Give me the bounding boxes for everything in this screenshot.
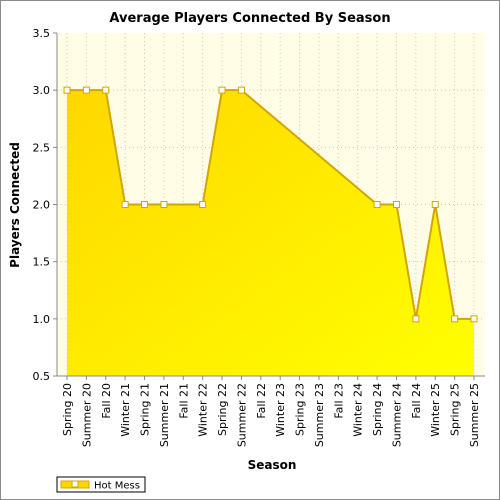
x-tick-label: Summer 23 <box>313 383 326 447</box>
y-axis-ticks: 0.5 1.0 1.5 2.0 2.5 3.0 3.5 <box>33 27 57 383</box>
x-tick-label: Summer 25 <box>468 383 481 447</box>
data-point-marker <box>392 201 400 208</box>
series-markers <box>63 86 478 323</box>
x-tick-label: Fall 24 <box>410 383 423 419</box>
series-area-fill <box>67 90 474 377</box>
data-point-marker <box>431 201 439 208</box>
data-point-marker <box>412 315 420 323</box>
x-tick-label: Winter 22 <box>197 383 210 437</box>
y-axis-title: Players Connected <box>8 142 22 268</box>
legend: Hot Mess <box>56 476 146 493</box>
data-point-marker <box>199 201 207 208</box>
data-point-marker <box>451 315 459 323</box>
legend-marker <box>71 480 79 488</box>
x-tick-label: Summer 24 <box>390 383 403 447</box>
x-tick-label: Fall 23 <box>332 383 345 419</box>
x-tick-label: Fall 22 <box>255 383 268 419</box>
data-point-marker <box>121 201 129 208</box>
x-tick-label: Spring 24 <box>371 383 384 436</box>
x-tick-label: Spring 25 <box>449 383 462 436</box>
data-point-marker <box>102 86 110 94</box>
y-tick-label: 0.5 <box>33 370 51 383</box>
x-axis-ticks: Spring 20 Summer 20 Fall 20 Winter 21 Spring… <box>61 376 481 447</box>
chart-title: Average Players Connected By Season <box>109 11 390 26</box>
data-point-marker <box>218 86 226 94</box>
x-tick-label: Summer 21 <box>158 383 171 447</box>
data-point-marker <box>160 201 168 208</box>
x-tick-label: Summer 20 <box>80 383 93 447</box>
data-point-marker <box>237 86 245 94</box>
x-tick-label: Winter 25 <box>429 383 442 437</box>
x-tick-label: Spring 20 <box>61 383 74 436</box>
y-tick-label: 3.5 <box>33 27 51 40</box>
x-tick-label: Summer 22 <box>235 383 248 447</box>
x-tick-label: Winter 21 <box>119 383 132 437</box>
x-tick-label: Spring 21 <box>139 383 152 436</box>
legend-label: Hot Mess <box>94 481 140 492</box>
data-point-marker <box>470 315 478 323</box>
y-tick-label: 2.5 <box>33 141 51 154</box>
y-tick-label: 2.0 <box>33 199 51 212</box>
x-axis-title: Season <box>248 458 297 472</box>
x-tick-label: Fall 21 <box>177 383 190 419</box>
x-tick-label: Winter 24 <box>352 383 365 437</box>
x-tick-label: Winter 23 <box>274 383 287 437</box>
data-point-marker <box>63 86 71 94</box>
y-tick-label: 1.0 <box>33 313 51 326</box>
x-tick-label: Fall 20 <box>100 383 113 419</box>
data-point-marker <box>82 86 90 94</box>
y-tick-label: 3.0 <box>33 84 51 97</box>
data-point-marker <box>373 201 381 208</box>
data-point-marker <box>141 201 149 208</box>
x-tick-label: Spring 22 <box>216 383 229 436</box>
y-tick-label: 1.5 <box>33 256 51 269</box>
x-tick-label: Spring 23 <box>294 383 307 436</box>
